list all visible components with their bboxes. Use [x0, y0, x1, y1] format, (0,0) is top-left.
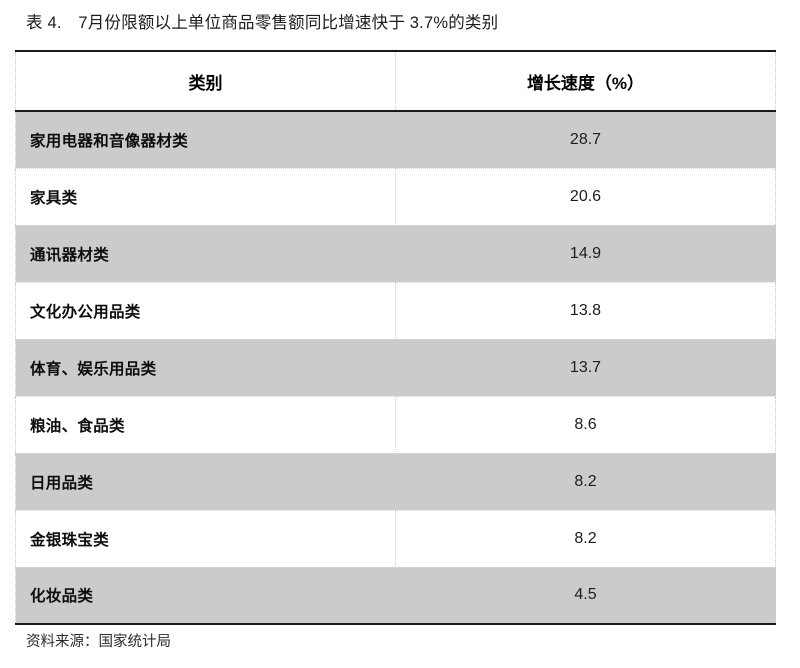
column-header-growth-rate: 增长速度（%） [395, 50, 776, 112]
table-row: 体育、娱乐用品类 13.7 [15, 339, 776, 397]
cell-value: 4.5 [395, 567, 776, 625]
cell-category: 日用品类 [15, 453, 396, 511]
cell-category: 粮油、食品类 [15, 396, 396, 454]
cell-category: 通讯器材类 [15, 225, 396, 283]
table-header: 类别 增长速度（%） [15, 50, 776, 112]
cell-value: 13.7 [395, 339, 776, 397]
cell-category: 体育、娱乐用品类 [15, 339, 396, 397]
table-header-row: 类别 增长速度（%） [15, 50, 776, 112]
cell-value: 8.2 [395, 510, 776, 568]
table-row: 通讯器材类 14.9 [15, 225, 776, 283]
table-body: 家用电器和音像器材类 28.7 家具类 20.6 通讯器材类 14.9 文化办公… [15, 111, 776, 625]
table-row: 粮油、食品类 8.6 [15, 396, 776, 454]
cell-value: 28.7 [395, 111, 776, 169]
cell-value: 13.8 [395, 282, 776, 340]
table-row: 文化办公用品类 13.8 [15, 282, 776, 340]
table-row: 金银珠宝类 8.2 [15, 510, 776, 568]
table-row: 日用品类 8.2 [15, 453, 776, 511]
cell-category: 化妆品类 [15, 567, 396, 625]
cell-value: 8.6 [395, 396, 776, 454]
retail-growth-table: 类别 增长速度（%） 家用电器和音像器材类 28.7 家具类 20.6 通讯器材… [15, 50, 776, 625]
cell-category: 家用电器和音像器材类 [15, 111, 396, 169]
table-row: 家用电器和音像器材类 28.7 [15, 111, 776, 169]
page-title: 表 4. 7月份限额以上单位商品零售额同比增速快于 3.7%的类别 [26, 14, 499, 32]
cell-category: 金银珠宝类 [15, 510, 396, 568]
cell-category: 文化办公用品类 [15, 282, 396, 340]
cell-category: 家具类 [15, 168, 396, 226]
cell-value: 8.2 [395, 453, 776, 511]
column-header-category: 类别 [15, 50, 396, 112]
table-row: 家具类 20.6 [15, 168, 776, 226]
table-container: 类别 增长速度（%） 家用电器和音像器材类 28.7 家具类 20.6 通讯器材… [15, 50, 776, 625]
source-note: 资料来源：国家统计局 [26, 634, 171, 650]
cell-value: 14.9 [395, 225, 776, 283]
table-row: 化妆品类 4.5 [15, 567, 776, 625]
cell-value: 20.6 [395, 168, 776, 226]
